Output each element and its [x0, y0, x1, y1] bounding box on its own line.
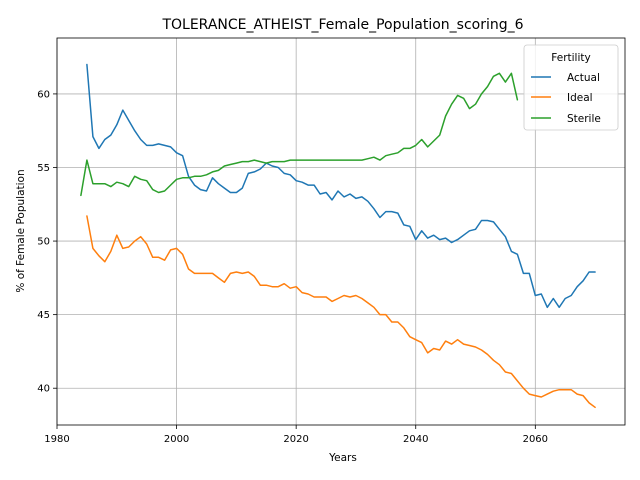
y-tick-label: 55 [37, 163, 50, 174]
series-line-sterile [80, 72, 519, 197]
legend-label-sterile: Sterile [567, 113, 601, 125]
legend-label-actual: Actual [567, 72, 600, 84]
legend-title: Fertility [551, 52, 590, 64]
x-tick-label: 2060 [523, 434, 548, 445]
x-axis-label: Years [328, 452, 357, 464]
y-tick-label: 50 [37, 237, 50, 248]
y-axis-label: % of Female Population [15, 169, 27, 292]
x-tick-label: 1980 [44, 434, 69, 445]
series-lines [80, 63, 596, 409]
chart-title: TOLERANCE_ATHEIST_Female_Population_scor… [161, 17, 523, 33]
y-tick-label: 40 [37, 384, 50, 395]
series-line-actual [86, 63, 596, 309]
x-tick-label: 2020 [283, 434, 308, 445]
plot-frame [56, 37, 626, 426]
series-line-ideal [86, 215, 596, 409]
y-tick-label: 45 [37, 310, 50, 321]
y-tick-label: 60 [37, 89, 50, 100]
legend: Fertility Actual Ideal Sterile [523, 44, 619, 131]
x-tick-label: 2040 [403, 434, 428, 445]
legend-box [523, 44, 619, 131]
legend-label-ideal: Ideal [567, 92, 593, 104]
axis-ticks: 1980 2000 2020 2040 2060 40 45 50 55 60 [37, 89, 548, 445]
x-tick-label: 2000 [164, 434, 189, 445]
